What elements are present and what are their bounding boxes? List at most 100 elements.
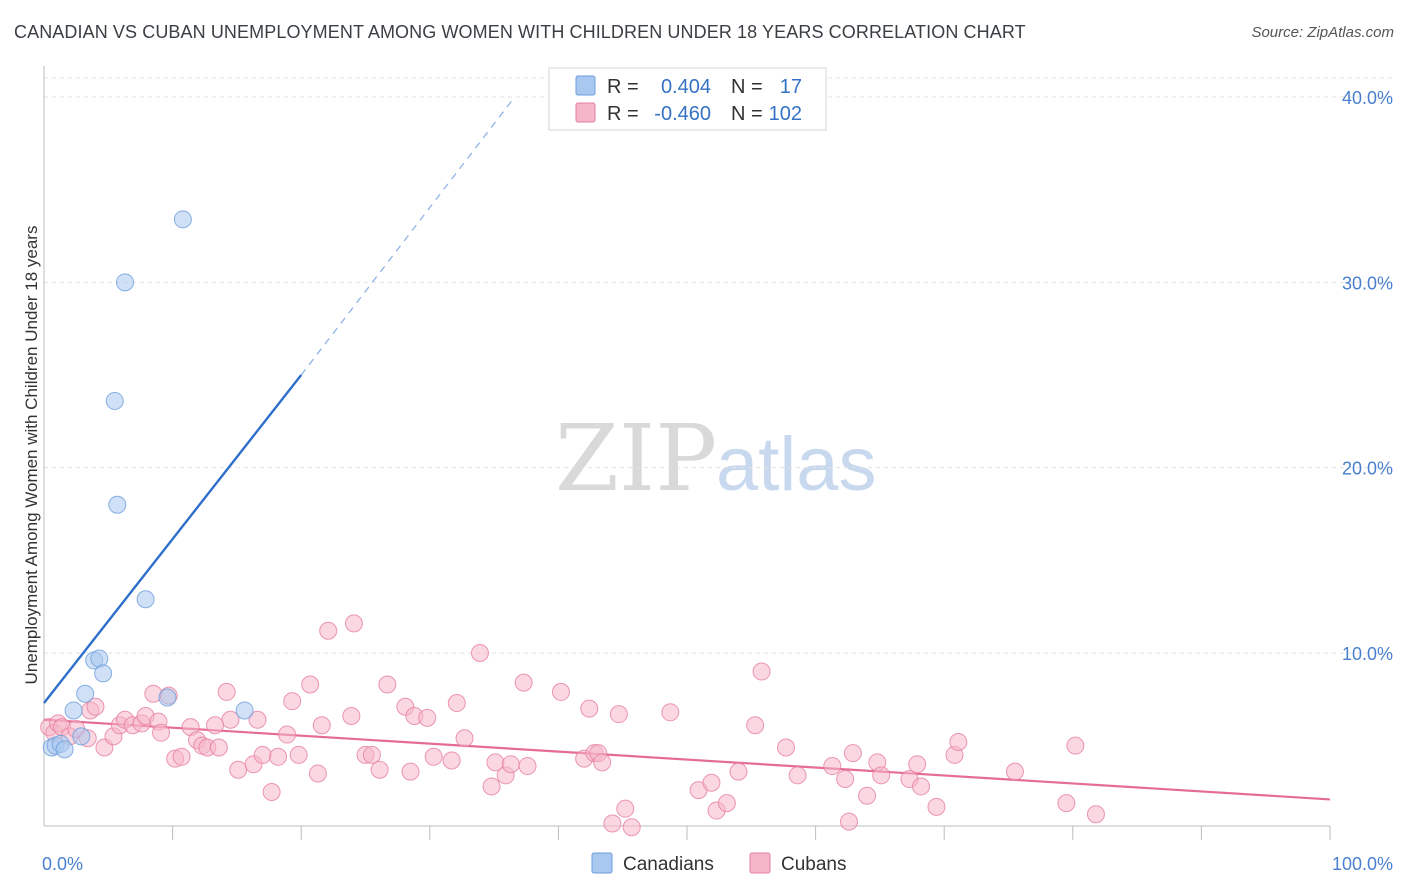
point-cubans [593,753,612,772]
point-canadians [108,495,127,514]
point-canadians [72,727,91,746]
point-cubans [912,777,931,796]
bottom-legend: Canadians Cubans [591,852,847,875]
point-canadians [173,210,192,229]
point-cubans [949,732,968,751]
legend-n-value-cubans: 102 [769,103,802,125]
point-cubans [278,725,297,744]
legend-r-value-cubans: -0.460 [654,103,711,125]
point-cubans [858,786,877,805]
watermark-zip: ZIP [555,405,717,512]
point-cubans [616,799,635,818]
point-cubans [370,760,389,779]
point-cubans [283,692,302,711]
point-cubans [152,723,171,742]
point-canadians [90,649,109,668]
point-cubans [289,745,308,764]
y-tick-label: 20.0% [1342,459,1393,479]
legend-n-label-canadians: N = [731,76,763,98]
point-cubans [551,682,570,701]
point-cubans [518,757,537,776]
point-canadians [235,701,254,720]
point-cubans [752,662,771,681]
point-cubans [836,770,855,789]
point-canadians [116,273,135,292]
point-cubans [221,710,240,729]
point-cubans [788,766,807,785]
point-cubans [622,818,641,837]
point-cubans [253,745,272,764]
point-cubans [262,783,281,801]
bottom-legend-label-cubans: Cubans [781,854,847,875]
y-tick-label: 40.0% [1342,88,1393,108]
point-cubans [86,697,105,716]
point-canadians [76,684,95,703]
point-cubans [661,703,680,722]
point-cubans [777,738,796,757]
point-cubans [609,705,628,724]
point-cubans [172,747,191,766]
point-cubans [823,757,842,776]
y-axis-label: Unemployment Among Women with Children U… [22,226,41,685]
point-cubans [470,644,489,662]
source-label: Source: ZipAtlas.com [1251,24,1394,41]
point-cubans [580,699,599,718]
point-cubans [702,773,721,792]
point-cubans [229,760,248,779]
point-cubans [308,764,327,783]
point-cubans [362,745,381,764]
legend-n-label-cubans: N = [731,103,763,125]
point-cubans [501,755,520,774]
point-cubans [301,675,320,694]
point-canadians [55,740,74,759]
point-cubans [447,694,466,713]
legend-n-value-canadians: 17 [780,76,802,98]
point-cubans [455,729,474,748]
point-cubans [344,614,363,633]
legend-swatch-canadians [575,75,596,96]
point-canadians [105,391,124,410]
point-cubans [514,673,533,692]
point-cubans [746,716,765,735]
point-cubans [442,751,461,770]
legend: R = 0.404 N = 17 R = -0.460 N = 102 [548,67,827,131]
point-cubans [482,777,501,796]
point-cubans [717,794,736,813]
point-cubans [908,755,927,774]
point-cubans [217,682,236,701]
legend-r-label-cubans: R = [607,103,639,125]
point-cubans [424,747,443,766]
point-cubans [312,716,331,735]
point-cubans [872,766,891,785]
y-tick-label: 10.0% [1342,644,1393,664]
point-cubans [729,762,748,781]
grid-lines [44,77,1395,654]
trend-lines [43,96,1331,801]
point-cubans [269,747,288,766]
trend-line-canadians-extension [300,96,516,376]
point-cubans [843,744,862,763]
legend-r-label-canadians: R = [607,76,639,98]
point-cubans [342,707,361,726]
bottom-legend-label-canadians: Canadians [623,854,714,875]
point-canadians [136,590,155,609]
point-cubans [603,814,622,833]
point-cubans [1057,794,1076,813]
trend-line-cubans [43,718,1331,801]
point-cubans [1086,805,1105,824]
point-cubans [418,708,437,727]
legend-r-value-canadians: 0.404 [661,76,711,98]
x-tick-label: 100.0% [1332,854,1393,874]
point-cubans [248,710,267,729]
watermark: ZIP atlas [555,405,877,512]
axes [43,66,1331,840]
point-cubans [206,716,225,735]
point-canadians [94,664,113,683]
x-tick-label: 0.0% [42,854,83,874]
point-canadians [64,701,83,720]
watermark-atlas: atlas [716,422,877,507]
data-points [40,210,1105,837]
point-canadians [158,688,177,707]
axis-ticks: 10.0% 20.0% 30.0% 40.0% 0.0% 100.0% [42,88,1393,874]
